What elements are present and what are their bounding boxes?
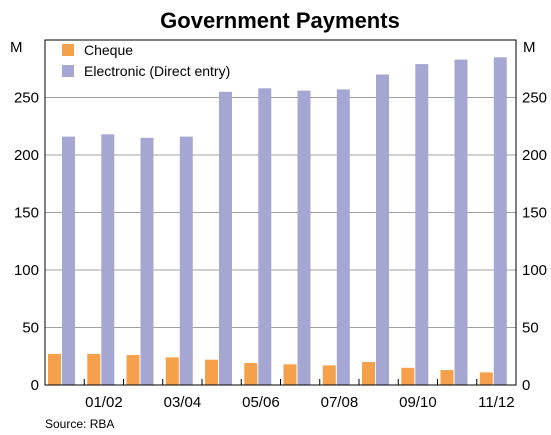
x-tick-label: 01/02 (85, 394, 123, 411)
bar-cheque-03-04 (165, 357, 179, 385)
x-tick-labels: 01/02 03/04 05/06 07/08 09/10 11/12 (83, 379, 515, 411)
bar-cheque-06-07 (283, 364, 297, 385)
bar-electronic-06-07 (297, 90, 311, 385)
source-note: Source: RBA (45, 417, 114, 431)
bar-electronic-04-05 (219, 91, 232, 386)
y-tick-labels: 0 0 50 50 100 100 150 150 200 200 250 250 (14, 90, 547, 395)
bars (48, 57, 507, 386)
y-tick-label-left: 0 (31, 377, 39, 394)
y-tick-label-right: 200 (522, 147, 547, 164)
legend-swatch-cheque (62, 44, 74, 56)
chart-title: Government Payments (160, 8, 400, 33)
x-tick-label: 11/12 (478, 394, 514, 411)
right-axis-unit: M (523, 39, 536, 56)
bar-electronic-05-06 (258, 88, 272, 386)
y-tick-label-right: 150 (522, 205, 547, 222)
y-tick-label-right: 0 (522, 377, 530, 394)
left-axis-unit: M (10, 39, 23, 56)
bar-electronic-09-10 (415, 64, 429, 385)
plot-frame (44, 39, 517, 386)
bar-cheque-05-06 (244, 363, 258, 385)
y-tick-label-right: 50 (522, 320, 539, 337)
bar-cheque-09-10 (401, 367, 415, 386)
x-tick-label: 05/06 (242, 394, 280, 411)
bar-cheque-02-03 (126, 355, 140, 385)
gridlines (45, 97, 516, 328)
bar-electronic-00-01 (62, 136, 75, 385)
x-tick-label: 03/04 (164, 394, 202, 411)
bar-cheque-01-02 (87, 353, 101, 385)
y-tick-label-left: 50 (22, 320, 39, 337)
y-tick-label-right: 250 (522, 90, 547, 107)
bar-cheque-00-01 (48, 353, 61, 385)
bar-cheque-11-12 (479, 372, 493, 385)
x-tick-label: 09/10 (399, 394, 437, 411)
bar-cheque-10-11 (440, 370, 454, 385)
bar-electronic-02-03 (140, 137, 154, 386)
bar-electronic-01-02 (101, 134, 115, 385)
y-tick-label-left: 250 (14, 90, 39, 107)
legend: Cheque Electronic (Direct entry) (62, 42, 230, 79)
y-tick-label-left: 100 (14, 262, 39, 279)
legend-swatch-electronic (62, 65, 74, 77)
legend-label-electronic: Electronic (Direct entry) (84, 63, 230, 79)
bar-cheque-04-05 (205, 359, 218, 385)
x-tick-label: 07/08 (321, 394, 359, 411)
bar-cheque-07-08 (322, 365, 336, 385)
bar-electronic-07-08 (336, 89, 350, 386)
y-tick-label-right: 100 (522, 262, 547, 279)
legend-label-cheque: Cheque (84, 42, 133, 58)
y-tick-label-left: 150 (14, 205, 39, 222)
bar-electronic-03-04 (179, 136, 193, 385)
bar-electronic-08-09 (376, 74, 389, 385)
bar-cheque-08-09 (362, 362, 375, 385)
y-tick-label-left: 200 (14, 147, 39, 164)
bar-electronic-11-12 (493, 57, 507, 386)
bar-electronic-10-11 (454, 59, 468, 385)
